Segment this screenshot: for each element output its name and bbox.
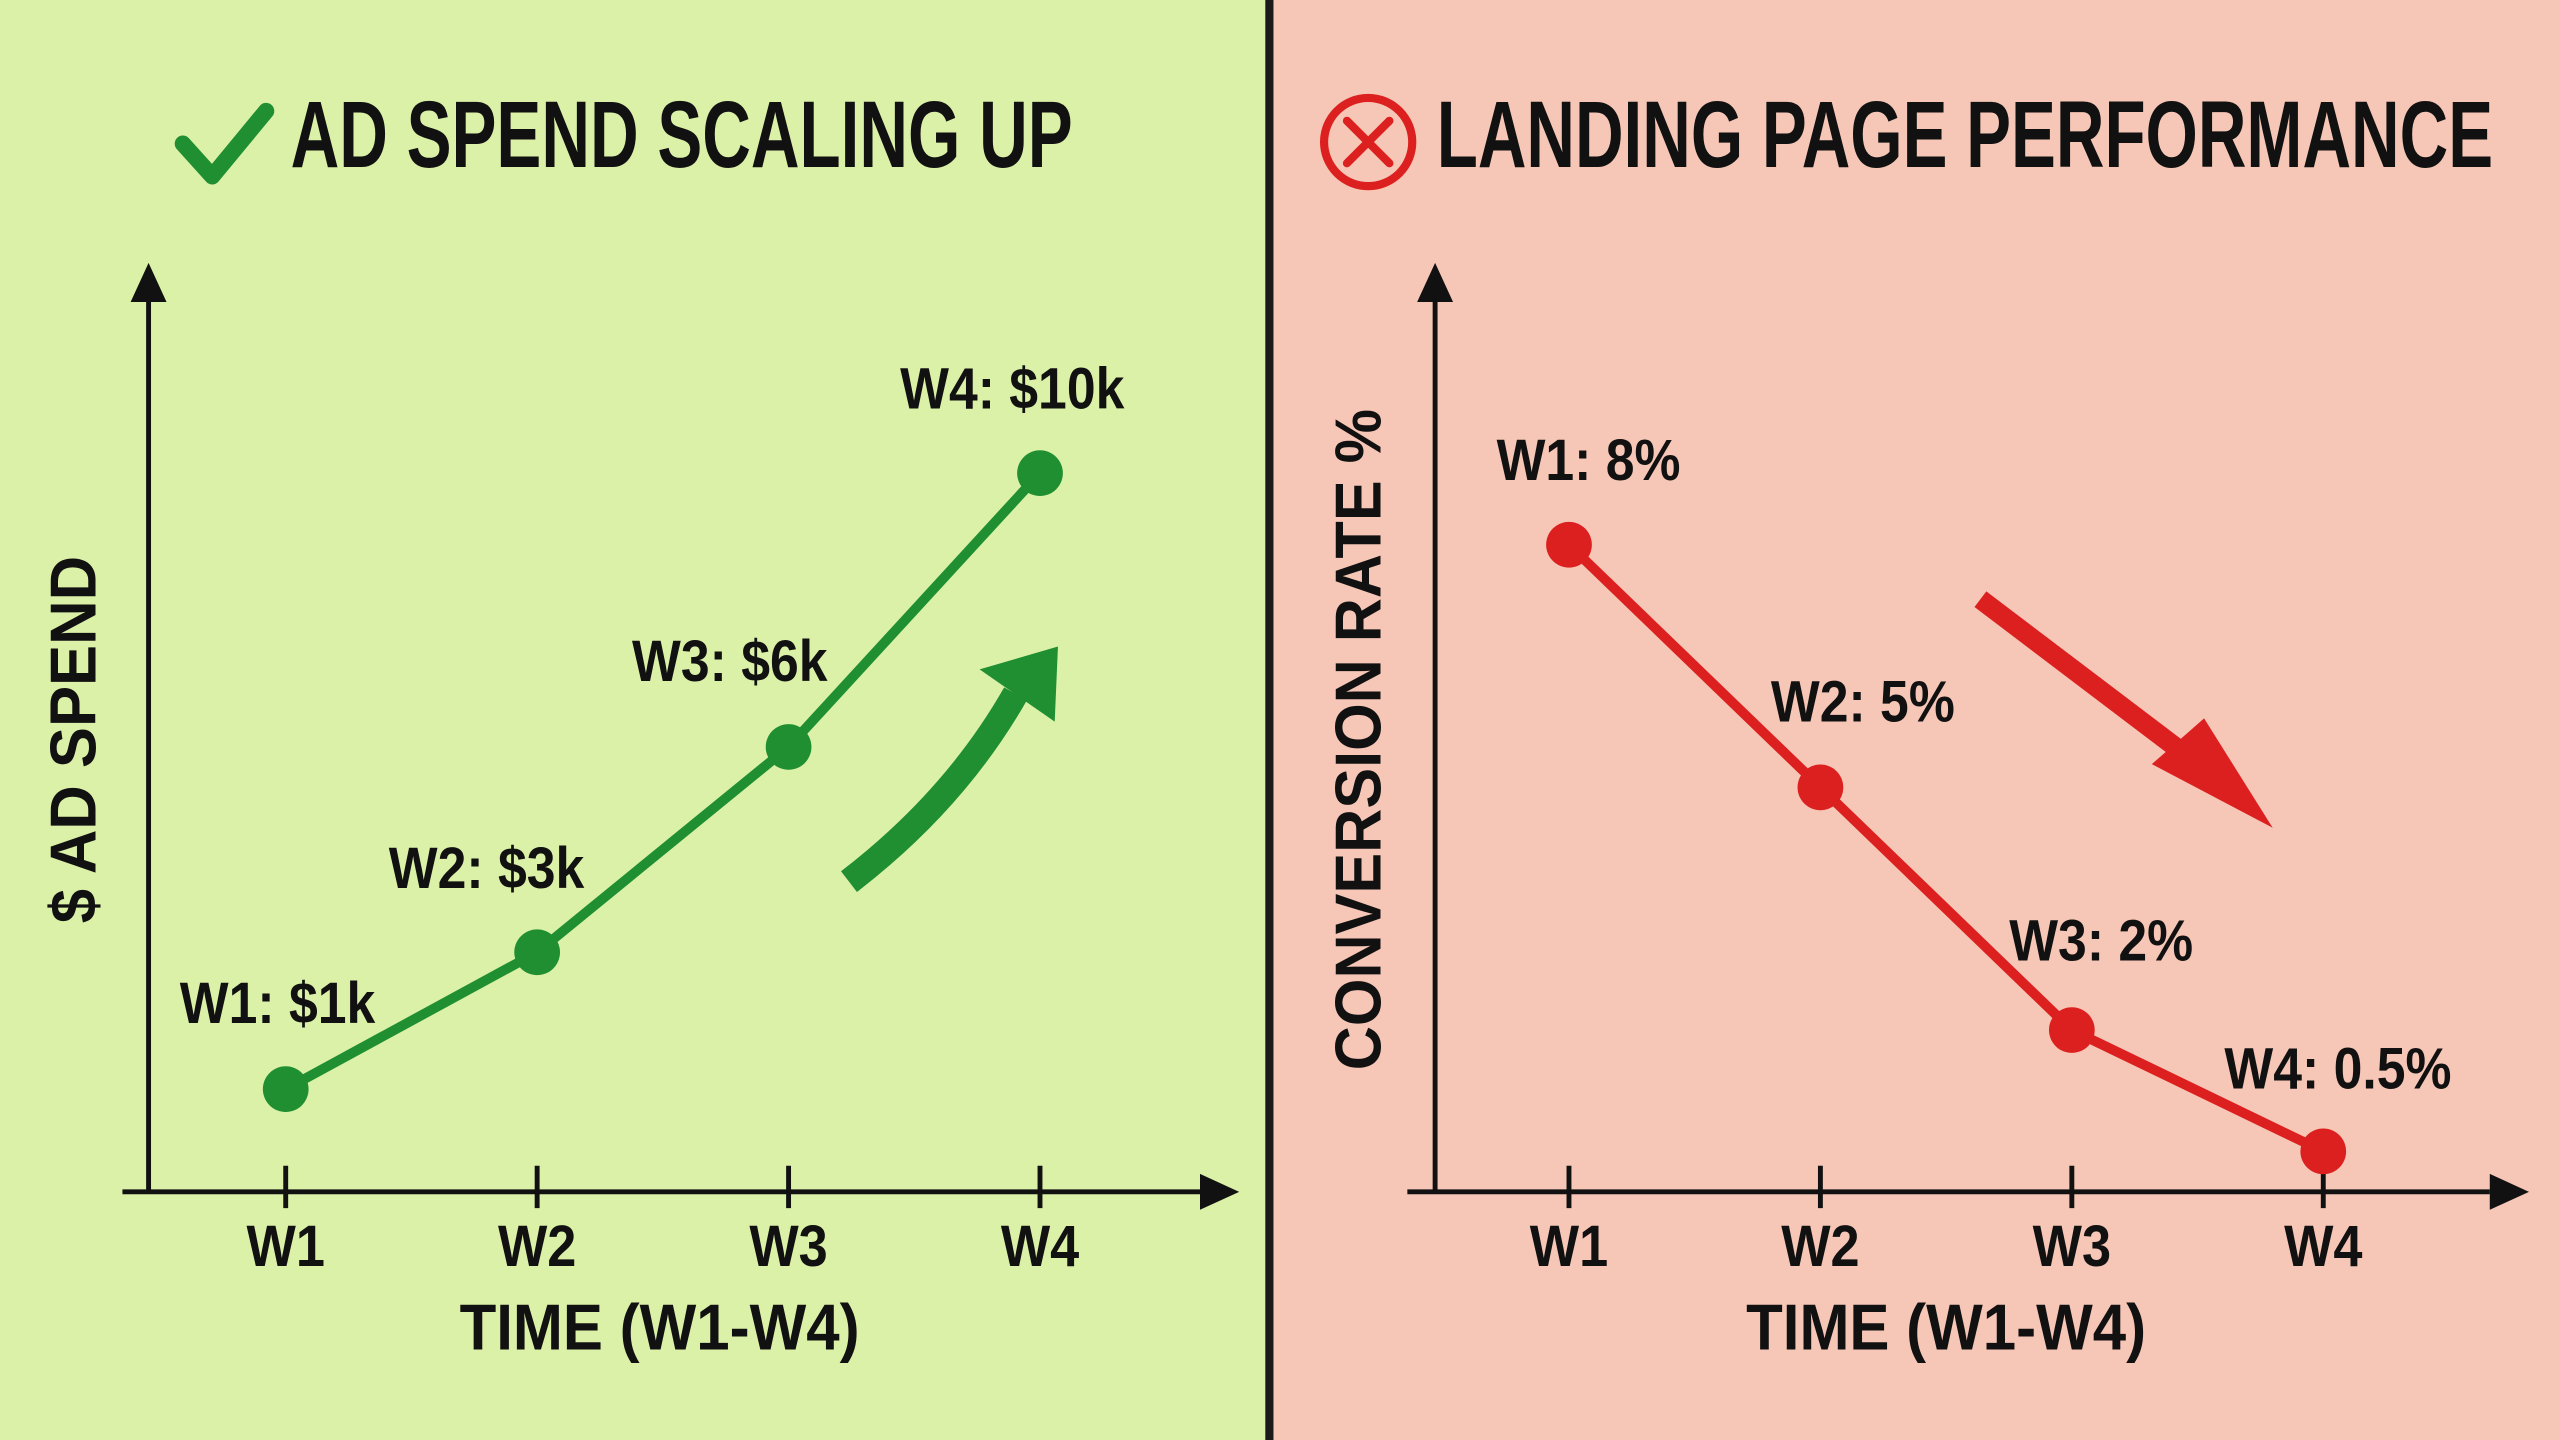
data-label: W4: 0.5% (2224, 1035, 2451, 1101)
data-point (765, 724, 812, 770)
x-axis-label: TIME (W1-W4) (460, 1290, 860, 1363)
chart-title: AD SPEND SCALING UP (291, 82, 1073, 188)
y-axis-label: $ AD SPEND (37, 556, 110, 923)
data-label: W1: 8% (1497, 427, 1681, 493)
divider (1265, 0, 1274, 1440)
x-axis-arrow (2489, 1173, 2529, 1210)
trend-up-arrow (841, 646, 1058, 892)
x-tick-label: W3 (2033, 1214, 2111, 1279)
data-label: W2: $3k (389, 835, 585, 901)
y-axis-arrow (1417, 262, 1454, 303)
y-axis-label: CONVERSION RATE % (1322, 409, 1395, 1070)
data-point (1797, 764, 1844, 811)
data-point (262, 1066, 309, 1113)
data-label: W3: $6k (632, 628, 828, 694)
right-panel (1273, 0, 2560, 1440)
x-circle-icon (1320, 93, 1417, 191)
x-tick-label: W4 (2284, 1214, 2363, 1279)
trend-down-arrow (1974, 591, 2273, 828)
data-point (2048, 1007, 2095, 1053)
x-tick-label: W3 (749, 1214, 827, 1279)
data-label: W4: $10k (900, 356, 1124, 422)
check-icon (174, 102, 275, 185)
chart-title: LANDING PAGE PERFORMANCE (1437, 82, 2493, 188)
y-axis-arrow (130, 262, 167, 303)
data-label: W1: $1k (180, 970, 376, 1036)
x-axis-label: TIME (W1-W4) (1746, 1290, 2146, 1363)
data-point (1017, 450, 1063, 497)
left-panel (0, 0, 1274, 1440)
x-tick-label: W2 (498, 1214, 576, 1279)
data-point (2300, 1128, 2347, 1175)
data-line (283, 469, 1044, 1094)
x-tick-label: W1 (247, 1214, 325, 1279)
x-axis-arrow (1200, 1173, 1240, 1210)
data-line (1565, 541, 2326, 1156)
x-tick-label: W4 (1001, 1214, 1080, 1279)
x-tick-label: W1 (1530, 1214, 1608, 1279)
data-point (514, 929, 560, 976)
data-label: W2: 5% (1771, 668, 1955, 734)
x-tick-label: W2 (1781, 1214, 1859, 1279)
data-label: W3: 2% (2009, 908, 2193, 974)
data-point (1546, 521, 1592, 568)
